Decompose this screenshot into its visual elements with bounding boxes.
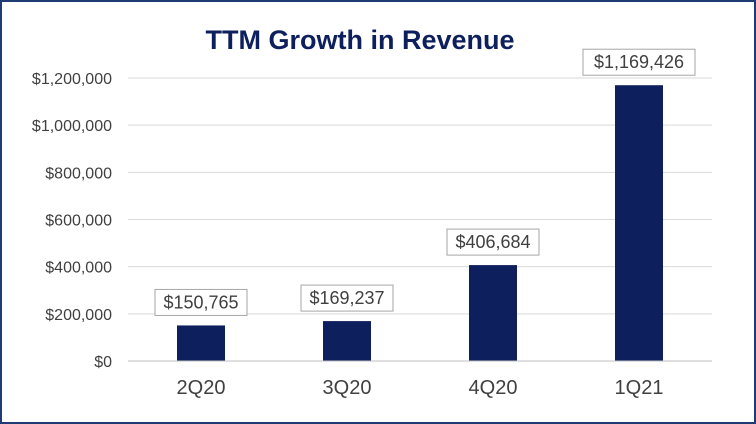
y-tick-label: $0 <box>94 354 112 371</box>
y-tick-label: $800,000 <box>45 165 112 182</box>
data-label-box <box>446 228 540 256</box>
data-label: $1,169,426 <box>594 52 684 72</box>
x-axis-tick-labels: 2Q20 3Q20 4Q20 1Q21 <box>177 377 664 399</box>
x-tick-label: 1Q21 <box>615 377 664 399</box>
data-label-box <box>582 48 696 76</box>
bar-2q20 <box>177 325 225 361</box>
chart-title: TTM Growth in Revenue <box>205 25 514 55</box>
data-labels: $150,765 $169,237 $406,684 $1,169,426 <box>154 48 696 316</box>
y-tick-label: $400,000 <box>45 260 112 277</box>
x-tick-label: 4Q20 <box>469 377 518 399</box>
y-tick-label: $600,000 <box>45 213 112 230</box>
bars <box>177 85 663 362</box>
bar-4q20 <box>469 265 517 361</box>
x-tick-label: 2Q20 <box>177 377 226 399</box>
bar-3q20 <box>323 321 371 361</box>
data-label-box <box>300 284 394 312</box>
y-tick-label: $200,000 <box>45 307 112 324</box>
data-label: $169,237 <box>309 288 384 308</box>
y-tick-label: $1,000,000 <box>32 118 112 135</box>
y-tick-label: $1,200,000 <box>32 71 112 88</box>
data-label: $150,765 <box>163 292 238 312</box>
data-label: $406,684 <box>455 232 530 252</box>
data-label-box <box>154 288 248 316</box>
x-tick-label: 3Q20 <box>323 377 372 399</box>
y-axis-tick-labels: $0 $200,000 $400,000 $600,000 $800,000 $1,000… <box>32 71 112 371</box>
bar-1q21 <box>615 85 663 362</box>
